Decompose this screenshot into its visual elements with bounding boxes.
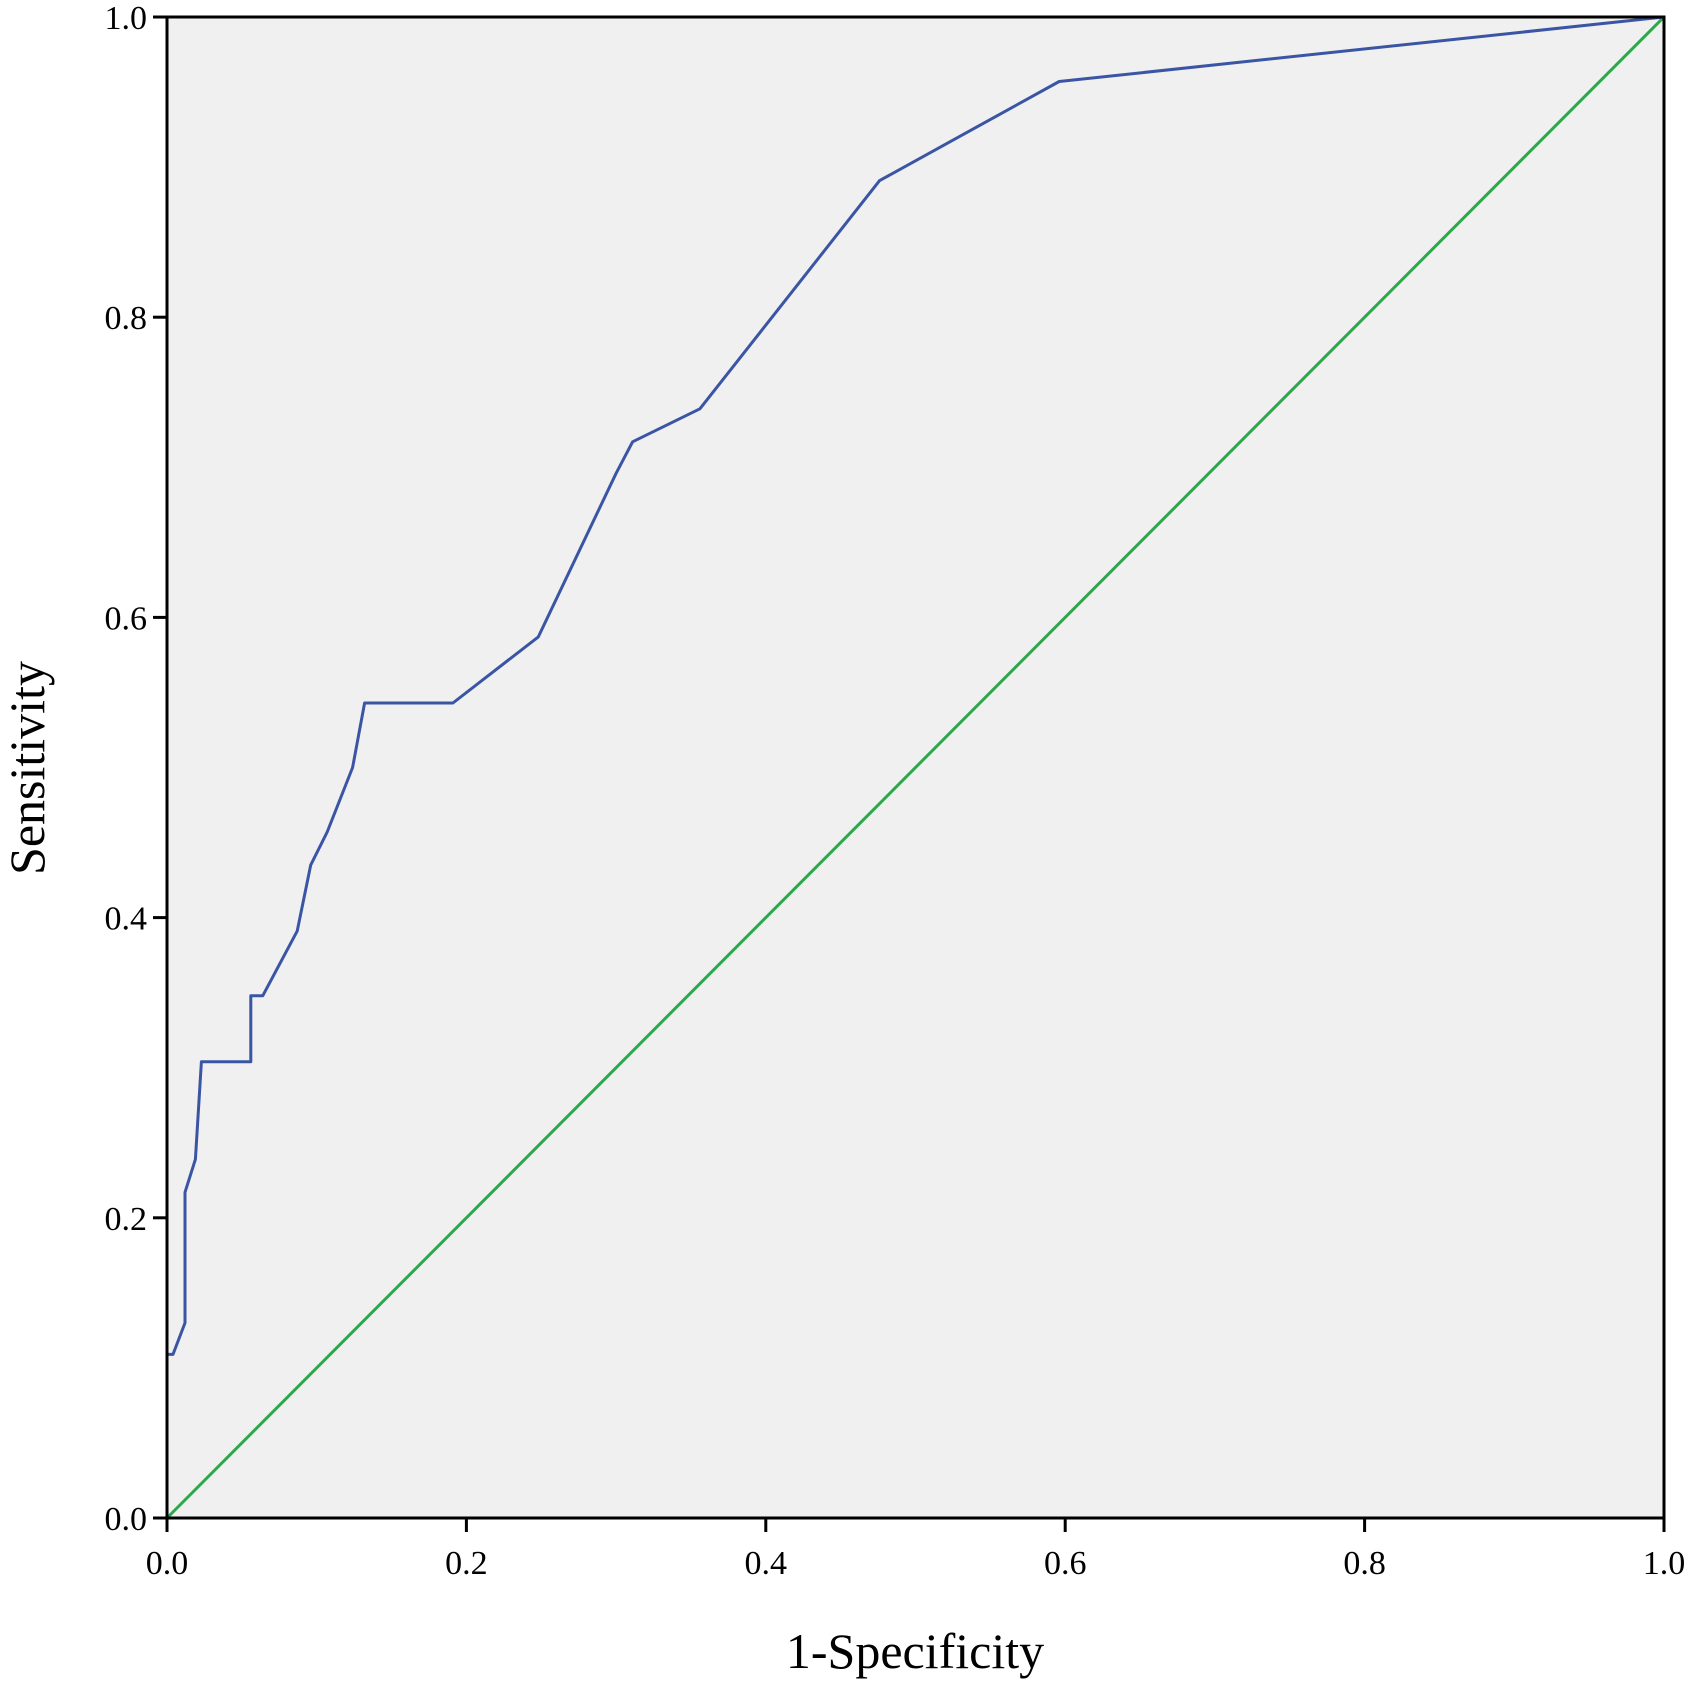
roc-curve-line: [165, 15, 1665, 1518]
x-tick-label: 0.6: [1044, 1545, 1087, 1582]
x-tick-label: 1.0: [1643, 1545, 1686, 1582]
chart-marks: [165, 15, 1666, 1520]
y-axis-title: Sensitivity: [0, 661, 55, 875]
y-tick-label: 0.6: [105, 600, 148, 637]
x-axis-title: 1-Specificity: [786, 1623, 1044, 1679]
x-tick-label: 0.4: [745, 1545, 788, 1582]
x-axis: 0.0 0.2 0.4 0.6 0.8 1.0: [146, 1518, 1686, 1582]
x-tick-label: 0.0: [146, 1545, 189, 1582]
y-tick-label: 1.0: [105, 0, 148, 37]
y-tick-label: 0.4: [105, 901, 148, 938]
plot-frame: [165, 15, 1666, 1520]
y-tick-label: 0.0: [105, 1501, 148, 1538]
y-tick-label: 0.2: [105, 1201, 148, 1238]
x-tick-label: 0.8: [1343, 1545, 1386, 1582]
y-tick-label: 0.8: [105, 300, 148, 337]
y-axis: 0.0 0.2 0.4 0.6 0.8 1.0: [105, 0, 167, 1538]
reference-diagonal-line: [165, 15, 1666, 1520]
x-tick-label: 0.2: [445, 1545, 488, 1582]
